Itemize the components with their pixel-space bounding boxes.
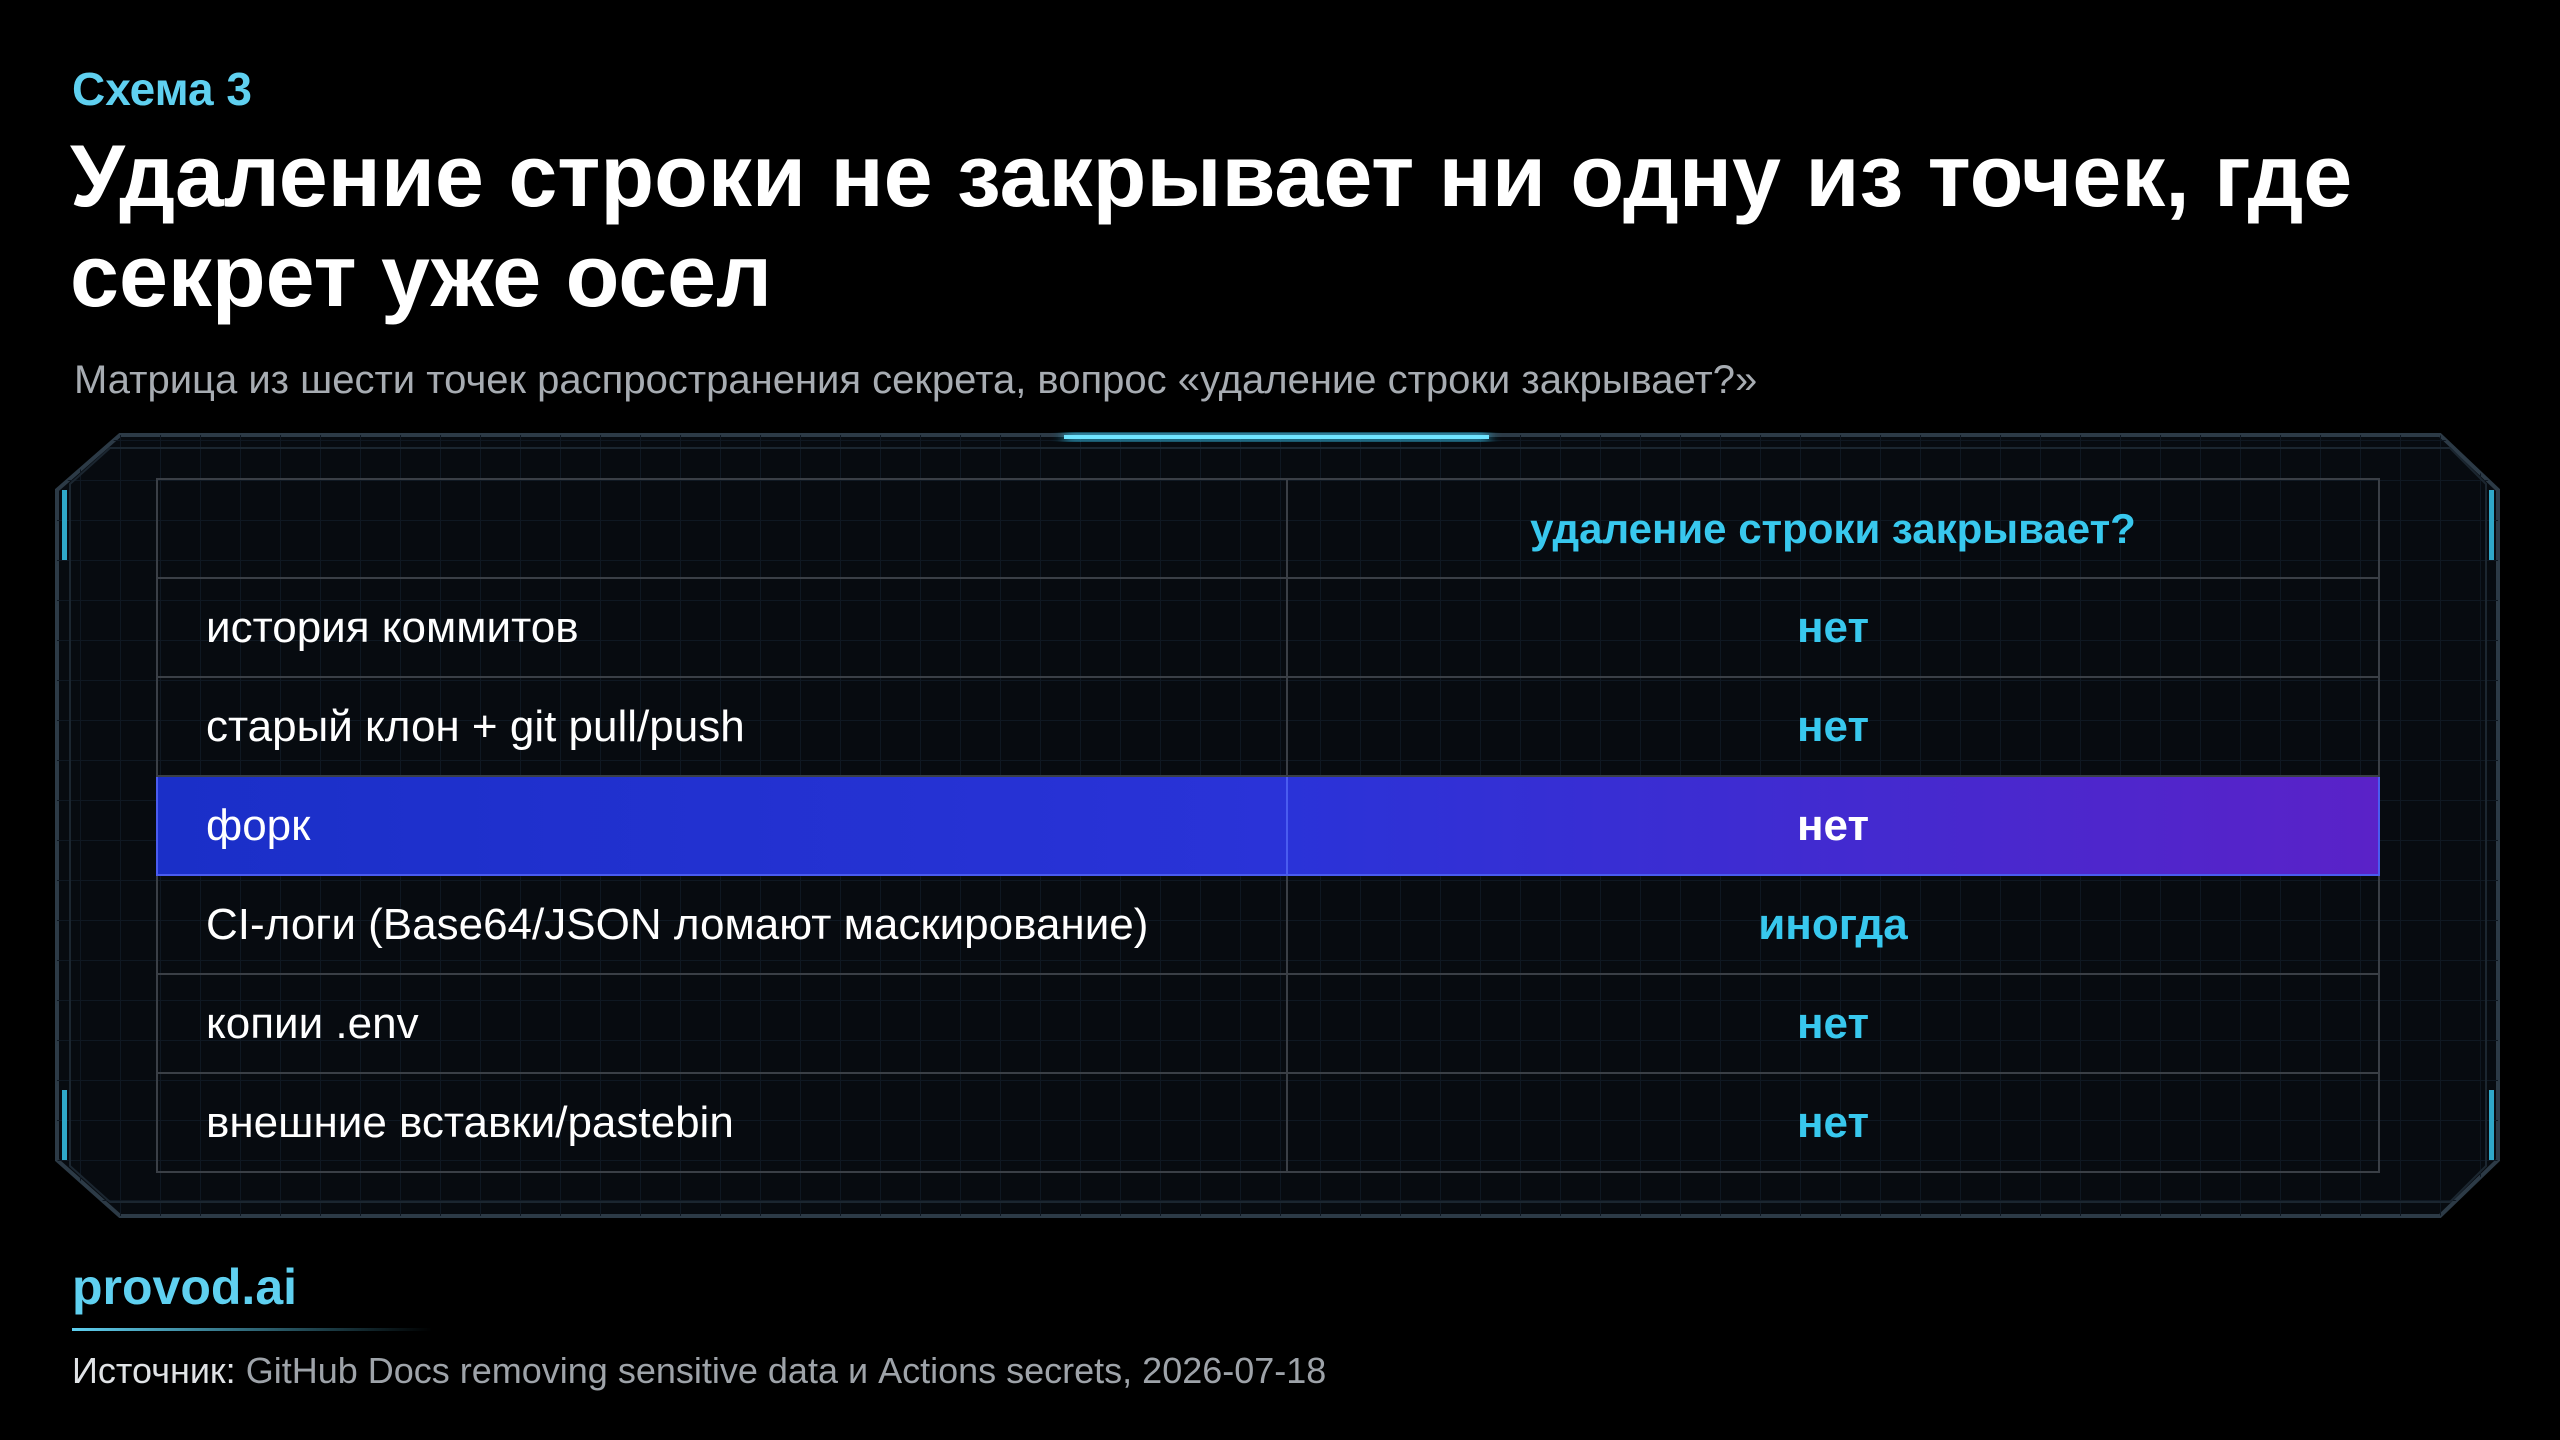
brand: provod.ai: [72, 1259, 298, 1315]
row: копии .env нет: [156, 973, 2380, 1074]
source-text: GitHub Docs removing sensitive data и Ac…: [245, 1350, 1327, 1391]
row: CI-логи (Base64/JSON ломают маскирование…: [156, 874, 2380, 975]
cell: нет: [1286, 676, 2380, 777]
cell: копии .env: [156, 973, 1288, 1074]
highlighted-row: форк нет: [156, 775, 2380, 876]
cell: нет: [1286, 1072, 2380, 1173]
cell: форк: [156, 775, 1288, 876]
empty-cell: [156, 478, 1288, 579]
cell: внешние вставки/pastebin: [156, 1072, 1288, 1173]
brand-underline: [72, 1328, 432, 1331]
cell: нет: [1286, 775, 2380, 876]
title: Удаление строки не закрывает ни одну из …: [70, 126, 2353, 325]
matrix-table: удаление строки закрывает? история комми…: [156, 478, 2380, 1173]
source-label: Источник:: [72, 1350, 236, 1391]
column-header: удаление строки закрывает?: [1286, 478, 2380, 579]
row: история коммитов нет: [156, 577, 2380, 678]
row: старый клон + git pull/push нет: [156, 676, 2380, 777]
cell: иногда: [1286, 874, 2380, 975]
cell: история коммитов: [156, 577, 1288, 678]
header-row: удаление строки закрывает?: [156, 478, 2380, 579]
kicker: Схема 3: [72, 63, 253, 115]
cell: старый клон + git pull/push: [156, 676, 1288, 777]
subtitle: Матрица из шести точек распространения с…: [74, 358, 1758, 402]
cell: нет: [1286, 973, 2380, 1074]
cell: нет: [1286, 577, 2380, 678]
row: внешние вставки/pastebin нет: [156, 1072, 2380, 1173]
cell: CI-логи (Base64/JSON ломают маскирование…: [156, 874, 1288, 975]
source: Источник: GitHub Docs removing sensitive…: [72, 1350, 1326, 1392]
